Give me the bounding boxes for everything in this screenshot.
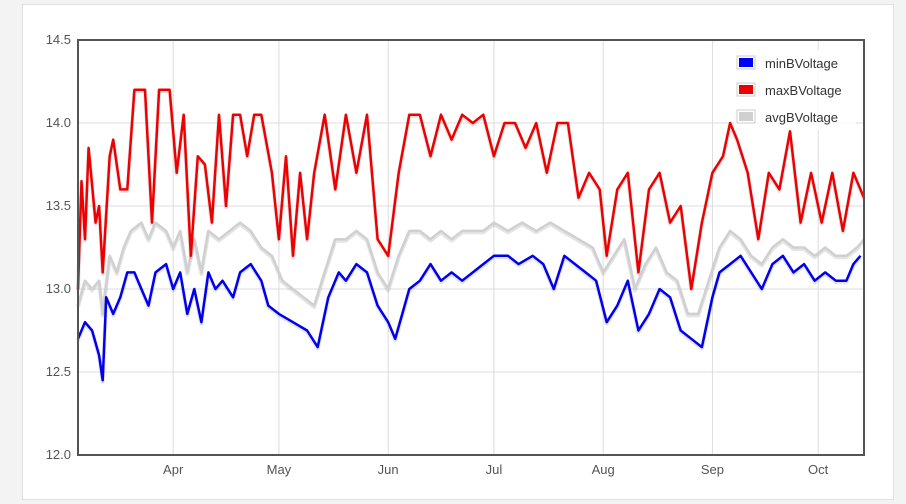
legend-swatch-minBVoltage — [739, 58, 753, 67]
y-tick-label: 12.0 — [46, 447, 71, 462]
y-tick-label: 14.5 — [46, 32, 71, 47]
x-tick-label: Oct — [808, 462, 829, 477]
y-tick-label: 14.0 — [46, 115, 71, 130]
y-tick-label: 13.0 — [46, 281, 71, 296]
legend-swatch-avgBVoltage — [739, 112, 753, 121]
series-line-minBVoltage — [76, 254, 862, 382]
axes: 14.5 14.0 13.5 13.0 12.5 12.0 Apr May Jun Jul Aug S… — [46, 32, 865, 477]
x-tick-label: Apr — [163, 462, 184, 477]
x-tick-label: Aug — [592, 462, 615, 477]
y-tick-label: 13.5 — [46, 198, 71, 213]
x-tick-label: Jun — [378, 462, 399, 477]
legend-label-maxBVoltage: maxBVoltage — [765, 83, 842, 98]
series-lines — [76, 88, 866, 384]
legend-swatch-maxBVoltage — [739, 85, 753, 94]
series-line-maxBVoltage — [76, 88, 866, 291]
legend-label-avgBVoltage: avgBVoltage — [765, 110, 838, 125]
x-tick-label: May — [267, 462, 292, 477]
plot-border — [77, 39, 865, 456]
legend: minBVoltage maxBVoltage avgBVoltage — [734, 50, 856, 130]
legend-label-minBVoltage: minBVoltage — [765, 56, 838, 71]
series-line-avgBVoltage — [76, 221, 865, 316]
x-tick-label: Sep — [701, 462, 724, 477]
plot-area — [78, 40, 864, 455]
y-tick-label: 12.5 — [46, 364, 71, 379]
x-tick-label: Jul — [486, 462, 503, 477]
